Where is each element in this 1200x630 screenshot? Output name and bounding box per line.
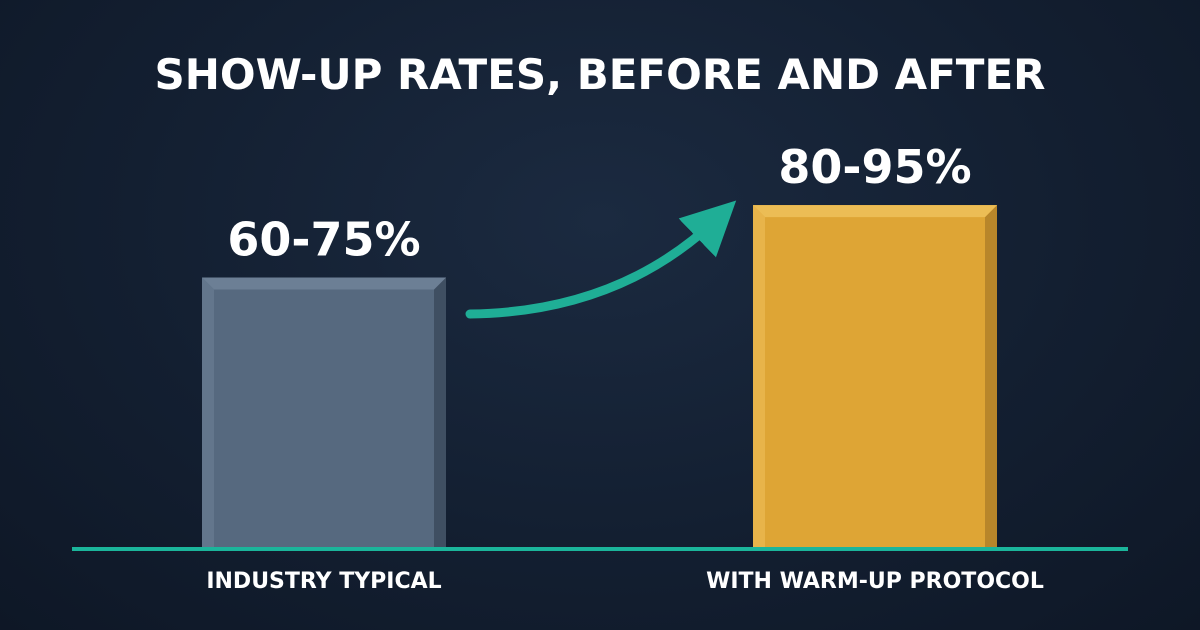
bar-with-warm-up-protocol bbox=[753, 205, 997, 549]
bar-right-bevel bbox=[985, 205, 997, 549]
labels-layer: 60-75% INDUSTRY TYPICAL 80-95% WITH WARM-UP… bbox=[206, 140, 1044, 594]
value-label-with-warm-up-protocol: 80-95% bbox=[778, 140, 971, 194]
bar-left-bevel bbox=[753, 205, 765, 549]
bar-left-bevel bbox=[202, 277, 214, 549]
bar-top-bevel bbox=[202, 277, 446, 290]
trend-up-arrow-icon bbox=[465, 200, 737, 319]
category-label-industry-typical: INDUSTRY TYPICAL bbox=[206, 569, 441, 594]
bar-right-bevel bbox=[434, 277, 446, 549]
bar-body bbox=[202, 277, 446, 549]
bars-layer bbox=[202, 205, 997, 549]
bar-top-bevel bbox=[753, 205, 997, 218]
category-label-with-warm-up-protocol: WITH WARM-UP PROTOCOL bbox=[706, 569, 1044, 594]
value-label-industry-typical: 60-75% bbox=[227, 213, 420, 267]
bar-body bbox=[753, 205, 997, 549]
bar-industry-typical bbox=[202, 277, 446, 549]
chart-title: SHOW-UP RATES, BEFORE AND AFTER bbox=[154, 50, 1045, 99]
